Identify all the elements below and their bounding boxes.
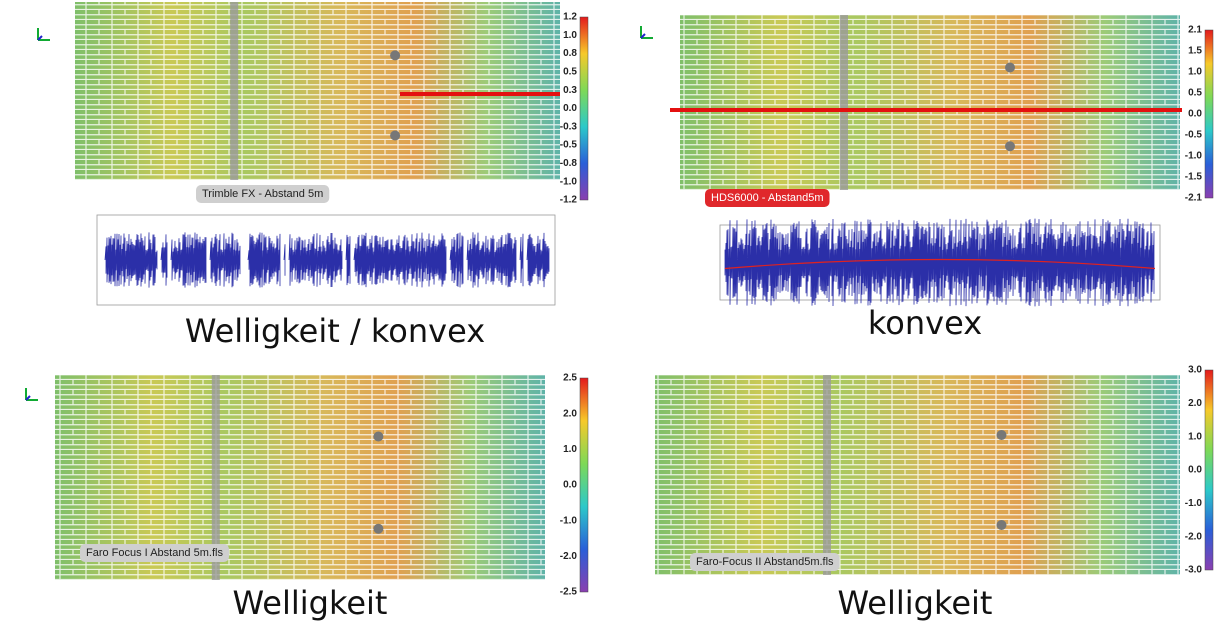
target-sphere [997,430,1007,440]
scan-label: HDS6000 - Abstand5m [711,192,824,204]
colorbar-tick-label: 0.0 [563,480,577,491]
panel: 3.0 2.0 1.0 0.0 -1.0 -2.0 -3.0 Faro-Focus II Ab… [655,365,1213,622]
target-sphere [390,50,400,60]
scan-seam [840,15,848,190]
colorbar-tick-label: -1.2 [560,195,578,206]
colorbar-tick-label: -0.3 [560,121,578,132]
colorbar-tick-label: -2.0 [1185,531,1203,542]
colorbar-tick-label: 0.0 [1188,109,1202,120]
caption: Welligkeit [233,584,388,622]
colorbar [1205,30,1213,198]
target-sphere [997,520,1007,530]
colorbar-tick-label: 0.0 [1188,465,1202,476]
target-sphere [373,432,383,442]
colorbar-tick-label: 0.8 [563,48,577,59]
caption: konvex [868,304,982,342]
colorbar-tick-label: 1.0 [1188,431,1202,442]
colorbar-tick-label: -1.5 [1185,172,1203,183]
caption: Welligkeit / konvex [185,312,485,350]
colorbar [1205,370,1213,570]
colorbar-tick-label: -2.1 [1185,193,1203,204]
colorbar-tick-label: 2.5 [563,373,577,384]
colorbar-tick-label: 1.0 [563,30,577,41]
colorbar-tick-label: 2.0 [1188,398,1202,409]
colorbar-tick-label: 3.0 [1188,365,1202,376]
scan-seam [823,375,831,575]
scan-label: Faro Focus I Abstand 5m.fls [86,547,223,559]
scan-bricks [655,375,1180,575]
colorbar-tick-label: 0.5 [1188,88,1202,99]
target-sphere [1005,63,1015,73]
colorbar-tick-label: 0.3 [563,85,577,96]
target-sphere [373,524,383,534]
colorbar-tick-label: 1.5 [1188,46,1202,57]
colorbar-tick-label: 0.0 [563,103,577,114]
target-sphere [1005,141,1015,151]
colorbar-tick-label: -0.5 [560,140,578,151]
target-sphere [390,131,400,141]
colorbar-tick-label: -1.0 [1185,498,1203,509]
colorbar-tick-label: 0.5 [563,67,577,78]
colorbar-tick-label: 1.0 [1188,67,1202,78]
colorbar-tick-label: -1.0 [560,515,578,526]
colorbar-tick-label: -1.0 [560,176,578,187]
scan-bricks [680,15,1180,190]
caption: Welligkeit [838,584,993,622]
colorbar-tick-label: 2.0 [563,408,577,419]
colorbar-tick-label: -1.0 [1185,151,1203,162]
colorbar-tick-label: 1.0 [563,444,577,455]
scan-label: Trimble FX - Abstand 5m [202,188,323,200]
colorbar [580,378,588,592]
colorbar-tick-label: -2.0 [560,551,578,562]
colorbar-tick-label: 1.2 [563,12,577,23]
figure: 1.2 1.0 0.8 0.5 0.3 0.0 -0.3 -0.5 -0.8 -1.0 -1.2 Tr… [0,0,1227,625]
scan-label: Faro-Focus II Abstand5m.fls [696,556,834,568]
panel: 2.1 1.5 1.0 0.5 0.0 -0.5 -1.0 -1.5 -2.1 HDS6000 -… [670,15,1213,342]
colorbar-tick-label: -0.8 [560,158,578,169]
colorbar [580,17,588,200]
scan-bricks [75,2,560,180]
colorbar-tick-label: -3.0 [1185,565,1203,576]
scan-seam [230,2,238,180]
colorbar-tick-label: -0.5 [1185,130,1203,141]
colorbar-tick-label: -2.5 [560,587,578,598]
panel: 2.5 2.0 1.0 0.0 -1.0 -2.0 -2.5 Faro Focus I Abs… [55,373,588,622]
panel: 1.2 1.0 0.8 0.5 0.3 0.0 -0.3 -0.5 -0.8 -1.0 -1.2 Tr… [75,2,588,350]
colorbar-tick-label: 2.1 [1188,25,1202,36]
